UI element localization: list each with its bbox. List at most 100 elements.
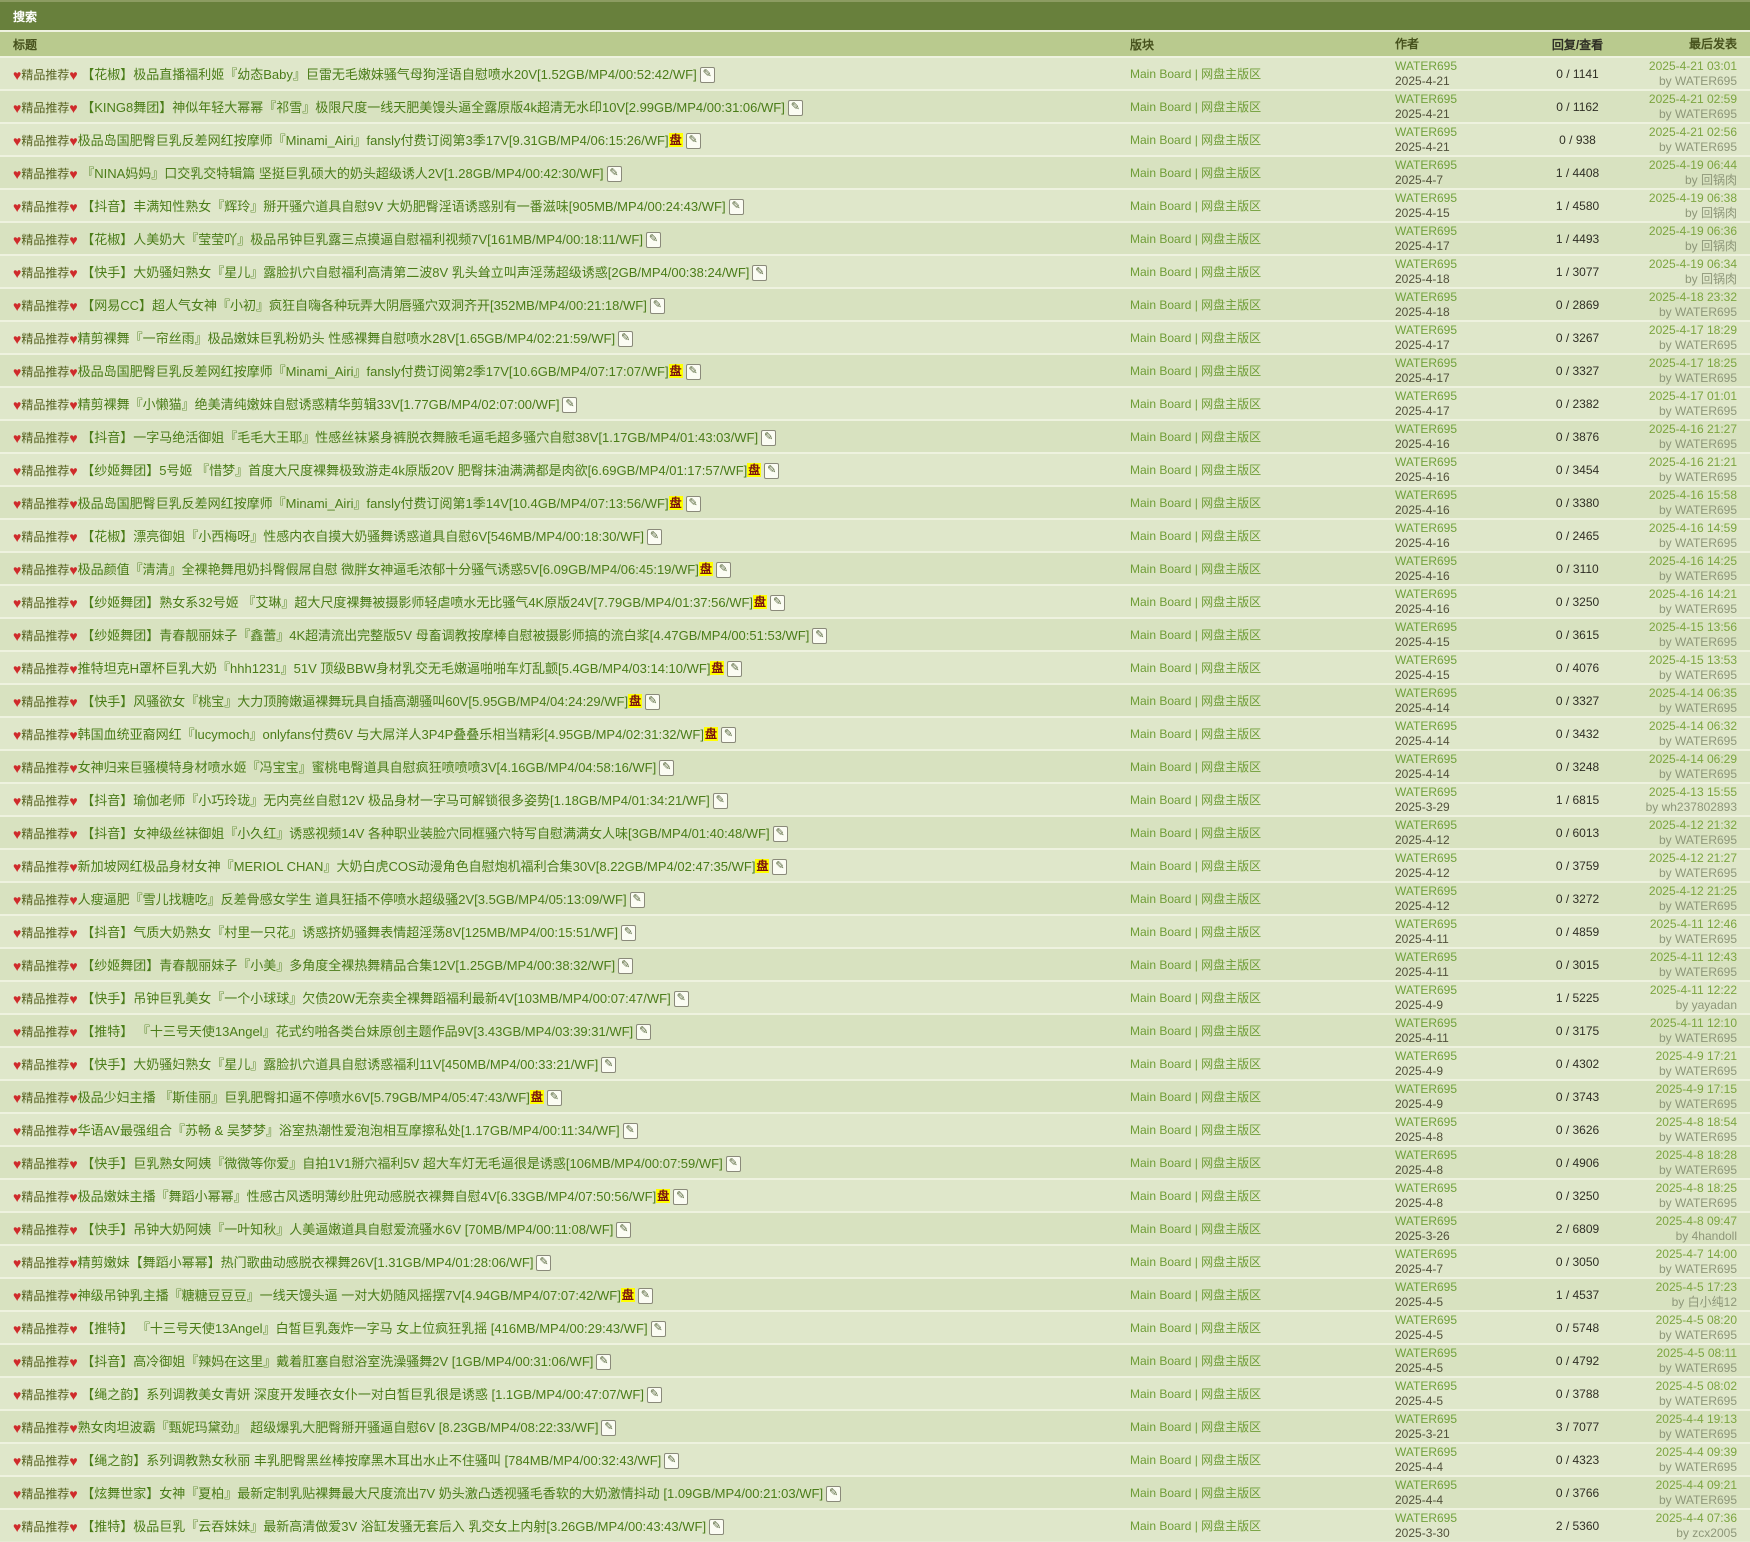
author-link[interactable]: WATER695: [1395, 1213, 1458, 1228]
author-link[interactable]: WATER695: [1395, 520, 1458, 535]
board-link[interactable]: Main Board | 网盘主版区: [1130, 1486, 1262, 1500]
last-post-author-link[interactable]: WATER695: [1674, 436, 1737, 451]
last-post-author-link[interactable]: WATER695: [1674, 1195, 1737, 1210]
last-post-time-link[interactable]: 2025-4-17 18:29: [1648, 322, 1737, 337]
last-post-time-link[interactable]: 2025-4-12 21:32: [1648, 817, 1737, 832]
board-link[interactable]: Main Board | 网盘主版区: [1130, 166, 1262, 180]
author-link[interactable]: WATER695: [1395, 1081, 1458, 1096]
board-link[interactable]: Main Board | 网盘主版区: [1130, 1420, 1262, 1434]
last-post-author-link[interactable]: WATER695: [1674, 898, 1737, 913]
thread-title-link[interactable]: 极品嫩妹主播『舞蹈小幂幂』性感古风透明薄纱肚兜动感脱衣裸舞自慰4V[6.33GB…: [77, 1189, 657, 1204]
last-post-time-link[interactable]: 2025-4-7 14:00: [1655, 1246, 1737, 1261]
last-post-author-link[interactable]: WATER695: [1674, 832, 1737, 847]
last-post-time-link[interactable]: 2025-4-11 12:10: [1649, 1015, 1737, 1030]
last-post-author-link[interactable]: WATER695: [1674, 370, 1737, 385]
author-link[interactable]: WATER695: [1395, 190, 1458, 205]
last-post-author-link[interactable]: WATER695: [1674, 1327, 1737, 1342]
author-link[interactable]: WATER695: [1395, 454, 1458, 469]
last-post-author-link[interactable]: WATER695: [1674, 304, 1737, 319]
thread-title-link[interactable]: 【抖音】高冷御姐『辣妈在这里』戴着肛塞自慰浴室洗澡骚舞2V [1GB/MP4/0…: [77, 1354, 594, 1369]
author-link[interactable]: WATER695: [1395, 1114, 1458, 1129]
author-link[interactable]: WATER695: [1395, 751, 1458, 766]
thread-title-link[interactable]: 【抖音】丰满知性熟女『辉玲』掰开骚穴道具自慰9V 大奶肥臀淫语诱惑别有一番滋味[…: [77, 199, 726, 214]
author-link[interactable]: WATER695: [1395, 1378, 1458, 1393]
author-link[interactable]: WATER695: [1395, 685, 1458, 700]
board-link[interactable]: Main Board | 网盘主版区: [1130, 1453, 1262, 1467]
author-link[interactable]: WATER695: [1395, 1411, 1458, 1426]
last-post-author-link[interactable]: WATER695: [1674, 1063, 1737, 1078]
last-post-author-link[interactable]: WATER695: [1674, 337, 1737, 352]
last-post-author-link[interactable]: WATER695: [1674, 865, 1737, 880]
last-post-author-link[interactable]: WATER695: [1674, 403, 1737, 418]
last-post-time-link[interactable]: 2025-4-9 17:21: [1655, 1048, 1737, 1063]
thread-title-link[interactable]: 【推特】极品巨乳『云吞妹妹』最新高清做爱3V 浴缸发骚无套后入 乳交女上内射[3…: [77, 1519, 707, 1534]
author-link[interactable]: WATER695: [1395, 1477, 1458, 1492]
thread-title-link[interactable]: 熟女肉坦波霸『甄妮玛黛劲』 超级爆乳大肥臀掰开骚逼自慰6V [8.23GB/MP…: [77, 1420, 599, 1435]
last-post-author-link[interactable]: WATER695: [1674, 1360, 1737, 1375]
author-link[interactable]: WATER695: [1395, 949, 1458, 964]
thread-title-link[interactable]: 【快手】大奶骚妇熟女『星儿』露脸扒穴道具自慰诱惑福利11V[450MB/MP4/…: [77, 1057, 599, 1072]
author-link[interactable]: WATER695: [1395, 784, 1458, 799]
last-post-time-link[interactable]: 2025-4-8 18:54: [1655, 1114, 1737, 1129]
board-link[interactable]: Main Board | 网盘主版区: [1130, 1057, 1262, 1071]
last-post-time-link[interactable]: 2025-4-8 18:25: [1655, 1180, 1737, 1195]
board-link[interactable]: Main Board | 网盘主版区: [1130, 364, 1262, 378]
thread-title-link[interactable]: 【纱姬舞团】熟女系32号姬 『艾琳』超大尺度裸舞被摄影师轻虐喷水无比骚气4K原版…: [77, 595, 754, 610]
author-link[interactable]: WATER695: [1395, 421, 1458, 436]
last-post-author-link[interactable]: WATER695: [1674, 1096, 1737, 1111]
last-post-time-link[interactable]: 2025-4-17 18:25: [1648, 355, 1737, 370]
last-post-author-link[interactable]: WATER695: [1674, 568, 1737, 583]
thread-title-link[interactable]: 人瘦逼肥『雪儿找糖吃』反差骨感女学生 道具狂插不停喷水超级骚2V[3.5GB/M…: [77, 892, 627, 907]
last-post-time-link[interactable]: 2025-4-16 21:21: [1648, 454, 1737, 469]
board-link[interactable]: Main Board | 网盘主版区: [1130, 1288, 1262, 1302]
last-post-author-link[interactable]: WATER695: [1674, 73, 1737, 88]
board-link[interactable]: Main Board | 网盘主版区: [1130, 1123, 1262, 1137]
author-link[interactable]: WATER695: [1395, 850, 1458, 865]
last-post-time-link[interactable]: 2025-4-13 15:55: [1648, 784, 1737, 799]
board-link[interactable]: Main Board | 网盘主版区: [1130, 496, 1262, 510]
last-post-time-link[interactable]: 2025-4-16 14:59: [1648, 520, 1737, 535]
last-post-time-link[interactable]: 2025-4-19 06:44: [1648, 157, 1737, 172]
thread-title-link[interactable]: 极品颜值『清清』全裸艳舞甩奶抖臀假屌自慰 微胖女神逼毛浓郁十分骚气诱惑5V[6.…: [77, 562, 699, 577]
author-link[interactable]: WATER695: [1395, 652, 1458, 667]
last-post-time-link[interactable]: 2025-4-5 08:20: [1655, 1312, 1737, 1327]
thread-title-link[interactable]: 推特坦克H罩杯巨乳大奶『hhh1231』51V 顶级BBW身材乳交无毛嫩逼啪啪车…: [77, 661, 711, 676]
thread-title-link[interactable]: 【花椒】漂亮御姐『小西梅呀』性感内衣自摸大奶骚舞诱惑道具自慰6V[546MB/M…: [77, 529, 644, 544]
thread-title-link[interactable]: 【纱姬舞团】青春靓丽妹子『小美』多角度全裸热舞精品合集12V[1.25GB/MP…: [77, 958, 616, 973]
last-post-author-link[interactable]: WATER695: [1674, 139, 1737, 154]
last-post-author-link[interactable]: 回锅肉: [1700, 205, 1737, 220]
last-post-time-link[interactable]: 2025-4-18 23:32: [1648, 289, 1737, 304]
author-link[interactable]: WATER695: [1395, 289, 1458, 304]
thread-title-link[interactable]: 『NINA妈妈』口交乳交特辑篇 坚挺巨乳硕大的奶头超级诱人2V[1.28GB/M…: [77, 166, 604, 181]
board-link[interactable]: Main Board | 网盘主版区: [1130, 430, 1262, 444]
last-post-time-link[interactable]: 2025-4-14 06:29: [1648, 751, 1737, 766]
thread-title-link[interactable]: 韩国血统亚裔网红『lucymoch』onlyfans付费6V 与大屌洋人3P4P…: [77, 727, 704, 742]
last-post-time-link[interactable]: 2025-4-16 14:25: [1648, 553, 1737, 568]
last-post-time-link[interactable]: 2025-4-19 06:38: [1648, 190, 1737, 205]
last-post-author-link[interactable]: 回锅肉: [1700, 271, 1737, 286]
author-link[interactable]: WATER695: [1395, 1312, 1458, 1327]
last-post-author-link[interactable]: WATER695: [1674, 535, 1737, 550]
last-post-time-link[interactable]: 2025-4-17 01:01: [1648, 388, 1737, 403]
last-post-time-link[interactable]: 2025-4-11 12:22: [1649, 982, 1737, 997]
last-post-time-link[interactable]: 2025-4-15 13:53: [1648, 652, 1737, 667]
last-post-time-link[interactable]: 2025-4-21 03:01: [1648, 58, 1737, 73]
author-link[interactable]: WATER695: [1395, 322, 1458, 337]
last-post-author-link[interactable]: 回锅肉: [1700, 172, 1737, 187]
board-link[interactable]: Main Board | 网盘主版区: [1130, 67, 1262, 81]
author-link[interactable]: WATER695: [1395, 619, 1458, 634]
last-post-author-link[interactable]: WATER695: [1674, 634, 1737, 649]
last-post-time-link[interactable]: 2025-4-16 15:58: [1648, 487, 1737, 502]
last-post-author-link[interactable]: zcx2005: [1692, 1525, 1737, 1540]
author-link[interactable]: WATER695: [1395, 1147, 1458, 1162]
author-link[interactable]: WATER695: [1395, 1048, 1458, 1063]
author-link[interactable]: WATER695: [1395, 91, 1458, 106]
thread-title-link[interactable]: 【炫舞世家】女神『夏柏』最新定制乳贴裸舞最大尺度流出7V 奶头激凸透视骚毛香软的…: [77, 1486, 824, 1501]
last-post-time-link[interactable]: 2025-4-5 08:02: [1655, 1378, 1737, 1393]
board-link[interactable]: Main Board | 网盘主版区: [1130, 529, 1262, 543]
board-link[interactable]: Main Board | 网盘主版区: [1130, 793, 1262, 807]
board-link[interactable]: Main Board | 网盘主版区: [1130, 265, 1262, 279]
board-link[interactable]: Main Board | 网盘主版区: [1130, 1354, 1262, 1368]
author-link[interactable]: WATER695: [1395, 1444, 1458, 1459]
last-post-author-link[interactable]: WATER695: [1674, 469, 1737, 484]
